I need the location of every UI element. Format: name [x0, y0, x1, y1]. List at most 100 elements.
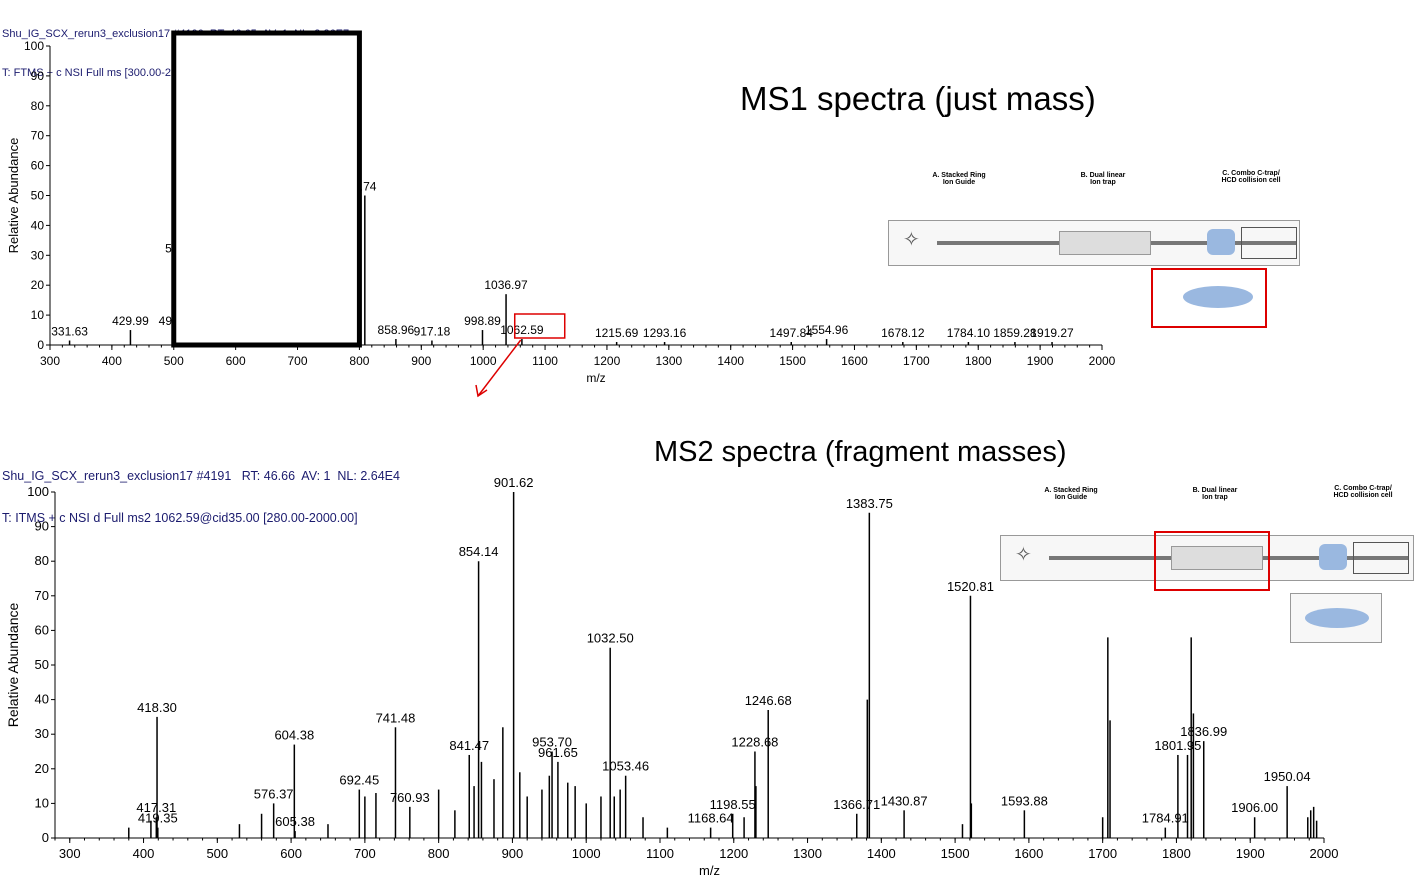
- ms2-peak-label: 1784.91: [1142, 811, 1189, 826]
- ms2-peak-label: 604.38: [274, 728, 314, 743]
- ms2-x-tick-label: 400: [133, 846, 155, 861]
- ms2-peak-label: 953.70: [532, 735, 572, 750]
- ms1-y-tick-label: 30: [31, 248, 45, 262]
- ms1-x-tick-label: 800: [349, 354, 369, 368]
- precursor-arrow-line: [477, 339, 522, 397]
- stage-b-label-2: B.: [1192, 487, 1200, 494]
- ms1-x-tick-label: 600: [226, 354, 246, 368]
- ms2-peak-label: 741.48: [376, 710, 416, 725]
- ms2-y-tick-label: 80: [35, 553, 49, 568]
- ms2-peak-label: 1593.88: [1001, 793, 1048, 808]
- ms2-y-tick-label: 90: [35, 519, 49, 534]
- ms1-y-tick-label: 10: [31, 308, 45, 322]
- ms2-peak-label: 692.45: [339, 773, 379, 788]
- stage-b-name-2: Ion trap: [1090, 179, 1116, 186]
- ms1-y-tick-label: 40: [31, 218, 45, 232]
- ms2-peak-label: 1906.00: [1231, 800, 1278, 815]
- ms1-peak-label: 1784.10: [947, 326, 991, 340]
- ms1-peak-label: 917.18: [414, 325, 451, 339]
- ms1-x-tick-label: 1200: [594, 354, 621, 368]
- stage-b-name-2-2: Ion trap: [1202, 494, 1228, 501]
- ms2-x-tick-label: 300: [59, 846, 81, 861]
- ms1-xlabel: m/z: [586, 371, 605, 385]
- ms2-peak-label: 1246.68: [745, 693, 792, 708]
- instrument-schematic-ms1: A. Stacked Ring Ion Guide B. Dual linear…: [888, 170, 1302, 330]
- ms2-x-tick-label: 900: [502, 846, 524, 861]
- instrument-schematic-ms2: A. Stacked Ring Ion Guide B. Dual linear…: [1000, 485, 1414, 645]
- instrument-body: ✧: [888, 220, 1300, 266]
- stage-b-name-1-2: Dual linear: [1201, 487, 1238, 494]
- orbitrap-highlight: [1151, 268, 1267, 328]
- stage-c-label-2: C.: [1334, 485, 1342, 492]
- ms2-x-tick-label: 1200: [719, 846, 748, 861]
- ms2-peak-label: 760.93: [390, 790, 430, 805]
- stage-a-label-2: A.: [1044, 487, 1052, 494]
- ms1-peak-label: 1062.59: [500, 323, 544, 337]
- ms2-x-tick-label: 800: [428, 846, 450, 861]
- ms2-x-tick-label: 1700: [1088, 846, 1117, 861]
- ms1-y-tick-label: 0: [37, 338, 44, 352]
- ms2-title: MS2 spectra (fragment masses): [654, 436, 1067, 468]
- ms1-ylabel: Relative Abundance: [6, 138, 21, 254]
- ms1-x-tick-label: 500: [164, 354, 184, 368]
- ms1-x-tick-label: 900: [411, 354, 431, 368]
- ms2-x-tick-label: 2000: [1310, 846, 1339, 861]
- ms2-peak-label: 1801.95: [1154, 738, 1201, 753]
- ms1-x-tick-label: 2000: [1089, 354, 1116, 368]
- stage-c-label: C.: [1222, 170, 1230, 177]
- ms1-x-tick-label: 1800: [965, 354, 992, 368]
- ms2-x-tick-label: 700: [354, 846, 376, 861]
- ms2-header-line2: T: ITMS + c NSI d Full ms2 1062.59@cid35…: [2, 511, 358, 525]
- ms1-x-tick-label: 1900: [1027, 354, 1054, 368]
- ms2-y-tick-label: 50: [35, 657, 49, 672]
- ms2-ylabel: Relative Abundance: [5, 603, 21, 728]
- ms2-peak-label: 841.47: [449, 738, 489, 753]
- ms1-peak-label: 1497.84: [770, 326, 814, 340]
- ms2-peak-label: 1168.64: [688, 811, 734, 826]
- ms1-x-tick-label: 400: [102, 354, 122, 368]
- ms1-peak-label: 429.99: [112, 314, 149, 328]
- ms2-x-tick-label: 1900: [1236, 846, 1265, 861]
- stage-c-name-1-2: Combo C-trap/: [1343, 485, 1392, 492]
- ms2-peak-label: 1950.04: [1264, 769, 1311, 784]
- ms2-y-tick-label: 0: [42, 830, 49, 845]
- stage-a-label: A.: [932, 172, 940, 179]
- ms1-peak-label: 998.89: [464, 314, 501, 328]
- stage-b-name-1: Dual linear: [1089, 172, 1126, 179]
- stage-b-label: B.: [1080, 172, 1088, 179]
- precursor-arrow-head: [475, 384, 488, 398]
- ms1-peak-label: 1859.28: [993, 326, 1037, 340]
- ms2-peak-label: 1366.71: [833, 797, 880, 812]
- ms2-x-tick-label: 1000: [572, 846, 601, 861]
- ms2-peak-label: 1053.46: [602, 759, 649, 774]
- ms2-xlabel: m/z: [699, 863, 720, 878]
- ms1-y-tick-label: 20: [31, 278, 45, 292]
- ms1-y-tick-label: 90: [31, 69, 45, 83]
- ms2-x-tick-label: 1800: [1162, 846, 1191, 861]
- ms2-x-tick-label: 1100: [646, 846, 674, 861]
- ms2-y-tick-label: 40: [35, 692, 49, 707]
- ms2-peak-label: 1198.55: [710, 797, 756, 812]
- ms1-occlusion-box: [171, 30, 362, 348]
- ms2-x-tick-label: 500: [206, 846, 228, 861]
- ms2-header: Shu_IG_SCX_rerun3_exclusion17 #4191 RT: …: [2, 441, 400, 539]
- ms2-x-tick-label: 600: [280, 846, 302, 861]
- ms2-header-line1: Shu_IG_SCX_rerun3_exclusion17 #4191 RT: …: [2, 469, 400, 483]
- ms1-x-tick-label: 700: [288, 354, 308, 368]
- ms2-peak-label: 1430.87: [881, 793, 928, 808]
- ms1-peak-label: 858.96: [378, 323, 415, 337]
- ms2-peak-label: 961.65: [538, 745, 578, 760]
- stage-c-name-2: HCD collision cell: [1221, 177, 1281, 184]
- ms2-y-tick-label: 20: [35, 761, 49, 776]
- ms2-peak-label: 1383.75: [846, 496, 893, 511]
- ms1-y-tick-label: 100: [24, 39, 44, 53]
- ms2-y-tick-label: 70: [35, 588, 49, 603]
- ms2-x-tick-label: 1300: [793, 846, 822, 861]
- ms2-y-tick-label: 100: [27, 484, 49, 499]
- ms2-peak-label: 901.62: [494, 475, 534, 490]
- precursor-highlight-box: [513, 313, 566, 339]
- orbitrap-box: [1290, 593, 1382, 643]
- ms2-peak-label: 605.38: [275, 814, 315, 829]
- ms1-x-tick-label: 1100: [532, 354, 558, 368]
